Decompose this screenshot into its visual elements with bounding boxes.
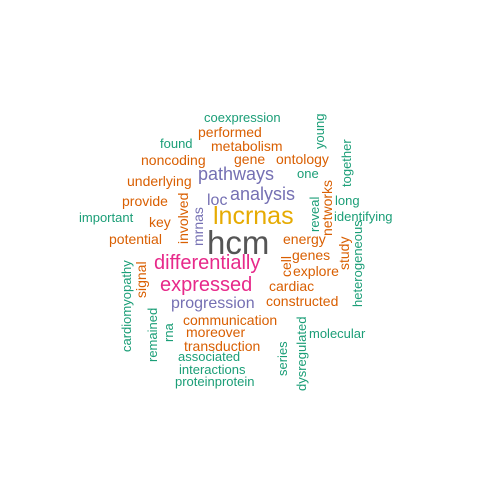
word: communication [183, 312, 278, 328]
word: young [312, 113, 327, 149]
word: pathways [198, 164, 275, 184]
word: involved [175, 192, 191, 244]
word: mrnas [190, 207, 206, 246]
word: rna [161, 323, 176, 342]
word: loc [207, 192, 228, 209]
word: provide [122, 193, 168, 209]
word: important [79, 210, 134, 225]
word: ontology [276, 151, 329, 167]
word: cardiomyopathy [119, 260, 134, 352]
word: study [336, 236, 352, 270]
word: identifying [334, 209, 393, 224]
word: differentially [154, 252, 261, 274]
word: energy [283, 231, 326, 247]
word: underlying [127, 173, 192, 189]
word: coexpression [204, 110, 281, 125]
word: networks [319, 179, 335, 236]
word: signal [133, 261, 149, 298]
word: key [149, 214, 171, 230]
word: cardiac [269, 278, 315, 294]
word: explore [293, 263, 339, 279]
word: metabolism [211, 138, 283, 154]
word: analysis [230, 184, 296, 204]
word: associated [178, 349, 241, 364]
word: found [160, 136, 193, 151]
word: constructed [266, 293, 339, 309]
word: noncoding [141, 152, 206, 168]
word: heterogeneous [350, 220, 365, 307]
word: expressed [160, 274, 253, 296]
word: lncrnas [213, 202, 294, 230]
word: cell [278, 255, 294, 277]
word: one [297, 166, 319, 181]
word: molecular [309, 326, 366, 341]
word: performed [198, 124, 262, 140]
word: genes [292, 247, 331, 263]
word: series [275, 341, 290, 376]
word: progression [171, 295, 255, 312]
word: proteinprotein [175, 374, 255, 389]
word: interactions [179, 362, 246, 377]
word: dysregulated [294, 316, 309, 391]
word: moreover [186, 324, 246, 340]
word: gene [234, 151, 266, 167]
word: potential [109, 231, 162, 247]
word: remained [145, 307, 160, 362]
word: together [339, 139, 354, 187]
word: hcm [207, 224, 270, 261]
word: transduction [184, 338, 261, 354]
word: long [335, 193, 360, 208]
